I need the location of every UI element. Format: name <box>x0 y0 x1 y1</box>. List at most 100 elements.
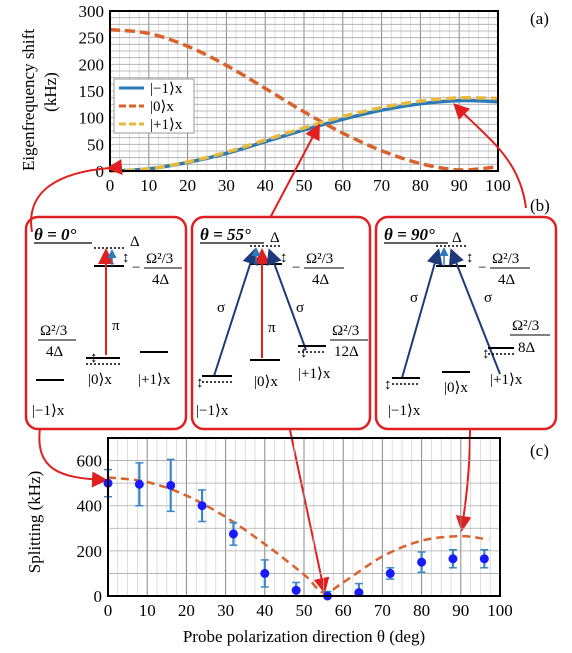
data-point <box>166 480 176 490</box>
sigma-arrow-left-90 <box>401 248 443 379</box>
ket-zero-90: |0⟩x <box>444 380 468 396</box>
series-line-zero <box>109 27 499 172</box>
panel-c-ytick-label: 0 <box>94 587 103 606</box>
ket-plus1-55: |+1⟩x <box>298 366 331 382</box>
panel-c-xtick-label: 10 <box>139 601 156 620</box>
panel-c-grid <box>107 437 501 597</box>
panel-a-series <box>109 27 499 173</box>
sigma-left-label-90: σ <box>410 290 418 306</box>
connector-a-to-box0 <box>30 159 123 233</box>
minus-sign-55: − <box>292 260 300 276</box>
data-point <box>417 557 427 567</box>
ket-minus1-0: |−1⟩x <box>32 403 65 419</box>
green-marker-55b: ↕ <box>300 345 308 361</box>
sigma-left-label-55: σ <box>217 300 225 316</box>
shift-low-den-55: 12Δ <box>334 344 359 360</box>
panel-a-ytick-label: 100 <box>79 109 105 128</box>
panel-a-xtick-label: 10 <box>140 176 157 195</box>
data-point <box>448 554 458 564</box>
panel-a-legend: |−1⟩x |0⟩x |+1⟩x <box>113 78 195 134</box>
panel-c-tick-labels: 0 10 20 30 40 50 60 70 80 90 100 0 200 400 600 <box>77 452 513 620</box>
panel-c-xtick-label: 50 <box>296 601 313 620</box>
panel-c-xtick-label: 0 <box>104 601 113 620</box>
diagram-box-0 <box>24 215 188 431</box>
pi-label-55: π <box>268 320 276 336</box>
panel-b-level-diagrams: (b) θ = 0° Δ π ↕ − Ω²/3 4Δ Ω²/3 4Δ ↕ |− <box>24 103 558 594</box>
panel-b-label: (b) <box>530 196 550 215</box>
level-diagram-theta-55: θ = 55° Δ σ σ π ↕ − Ω²/3 4Δ Ω²/3 12Δ ↕ <box>190 215 372 431</box>
panel-a-ylabel-line2: (kHz) <box>41 72 60 112</box>
legend-label-minus1: |−1⟩x <box>150 81 183 97</box>
panel-c-ytick-label: 400 <box>77 497 103 516</box>
panel-a-ylabel-line1: Eigenfrequency shift <box>19 29 38 171</box>
data-point <box>291 585 301 595</box>
shift-low-num-0: Ω²/3 <box>40 323 67 339</box>
angle-label-0: θ = 0° <box>34 225 77 244</box>
sigma-right-label-90: σ <box>484 290 492 306</box>
panel-a-ytick-label: 300 <box>79 2 105 21</box>
sigma-arrow-right-55 <box>266 248 307 351</box>
panel-c-xtick-label: 60 <box>335 601 352 620</box>
panel-a-xtick-label: 100 <box>485 176 511 195</box>
sigma-right-label-55: σ <box>296 300 304 316</box>
series-line-plus1 <box>109 96 499 173</box>
panel-a-xtick-label: 20 <box>179 176 196 195</box>
panel-c-xtick-label: 40 <box>256 601 273 620</box>
ket-zero-55: |0⟩x <box>254 374 278 390</box>
ket-zero-0: |0⟩x <box>88 372 112 388</box>
ket-plus1-0: |+1⟩x <box>138 372 171 388</box>
sigma-arrow-right-90 <box>448 248 501 375</box>
shift-top-den-90: 4Δ <box>498 272 516 288</box>
green-marker-90b: ↕ <box>482 346 490 362</box>
panel-c-points <box>103 458 489 601</box>
ket-minus1-55: |−1⟩x <box>196 403 229 419</box>
panel-c-xtick-label: 100 <box>487 601 513 620</box>
diagram-box-55 <box>190 215 372 431</box>
panel-c-ylabel: Splitting (kHz) <box>25 471 44 573</box>
panel-a-chart: 0 10 20 30 40 50 60 70 80 90 100 0 50 100 150 200 250 300… <box>19 2 549 195</box>
legend-label-zero: |0⟩x <box>150 99 174 115</box>
panel-c-label: (c) <box>530 441 549 460</box>
shift-top-den-55: 4Δ <box>312 272 330 288</box>
green-marker-90c: ↕ <box>384 377 392 393</box>
data-point <box>134 479 144 489</box>
panel-c-fit <box>107 476 489 595</box>
pi-label-0: π <box>112 318 120 334</box>
panel-a-xtick-label: 70 <box>373 176 390 195</box>
green-marker-0a: ↕ <box>122 250 130 266</box>
connector-box55-to-a <box>269 123 320 219</box>
minus-sign-90: − <box>478 260 486 276</box>
panel-c-ytick-label: 200 <box>77 542 103 561</box>
panel-c-xtick-label: 90 <box>452 601 469 620</box>
panel-c-xtick-label: 80 <box>413 601 430 620</box>
panel-a-xtick-label: 30 <box>218 176 235 195</box>
data-point <box>260 568 270 578</box>
data-point <box>354 588 364 598</box>
ket-minus1-90: |−1⟩x <box>388 403 421 419</box>
fit-curve <box>107 476 489 595</box>
delta-label-0: Δ <box>130 234 140 250</box>
green-marker-55c: ↕ <box>196 375 204 391</box>
connector-box90-to-a <box>453 103 527 209</box>
data-point <box>197 501 207 511</box>
panel-a-xtick-label: 40 <box>257 176 274 195</box>
panel-a-tick-labels: 0 10 20 30 40 50 60 70 80 90 100 0 50 100 150 200 250 300 <box>79 2 511 195</box>
panel-c-ytick-label: 600 <box>77 452 103 471</box>
data-point <box>385 568 395 578</box>
level-diagram-theta-90: θ = 90° Δ σ σ ↕ − Ω²/3 4Δ Ω²/3 8Δ ↕ ↕ <box>374 215 558 431</box>
panel-a-xtick-label: 0 <box>106 176 115 195</box>
panel-c-xtick-label: 20 <box>178 601 195 620</box>
shift-low-num-90: Ω²/3 <box>512 318 539 334</box>
angle-label-90: θ = 90° <box>384 225 435 244</box>
green-marker-55a: ↕ <box>280 250 288 266</box>
delta-label-90: Δ <box>452 230 462 246</box>
data-point <box>228 529 238 539</box>
level-diagram-theta-0: θ = 0° Δ π ↕ − Ω²/3 4Δ Ω²/3 4Δ ↕ |−1⟩x |… <box>24 215 188 431</box>
panel-a-label: (a) <box>530 9 549 28</box>
panel-c-xlabel: Probe polarization direction θ (deg) <box>183 627 425 646</box>
shift-low-den-0: 4Δ <box>46 344 64 360</box>
connector-box0-to-c <box>38 427 108 488</box>
data-point <box>479 554 489 564</box>
panel-a-ytick-label: 150 <box>79 82 105 101</box>
